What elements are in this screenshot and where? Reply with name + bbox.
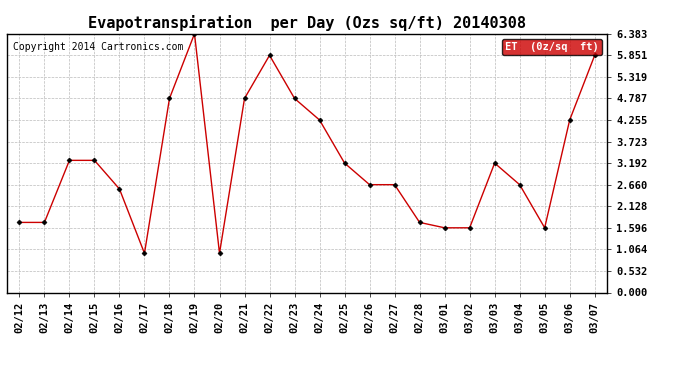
Title: Evapotranspiration  per Day (Ozs sq/ft) 20140308: Evapotranspiration per Day (Ozs sq/ft) 2… <box>88 15 526 31</box>
Text: Copyright 2014 Cartronics.com: Copyright 2014 Cartronics.com <box>13 42 184 51</box>
Legend: ET  (0z/sq  ft): ET (0z/sq ft) <box>502 39 602 55</box>
